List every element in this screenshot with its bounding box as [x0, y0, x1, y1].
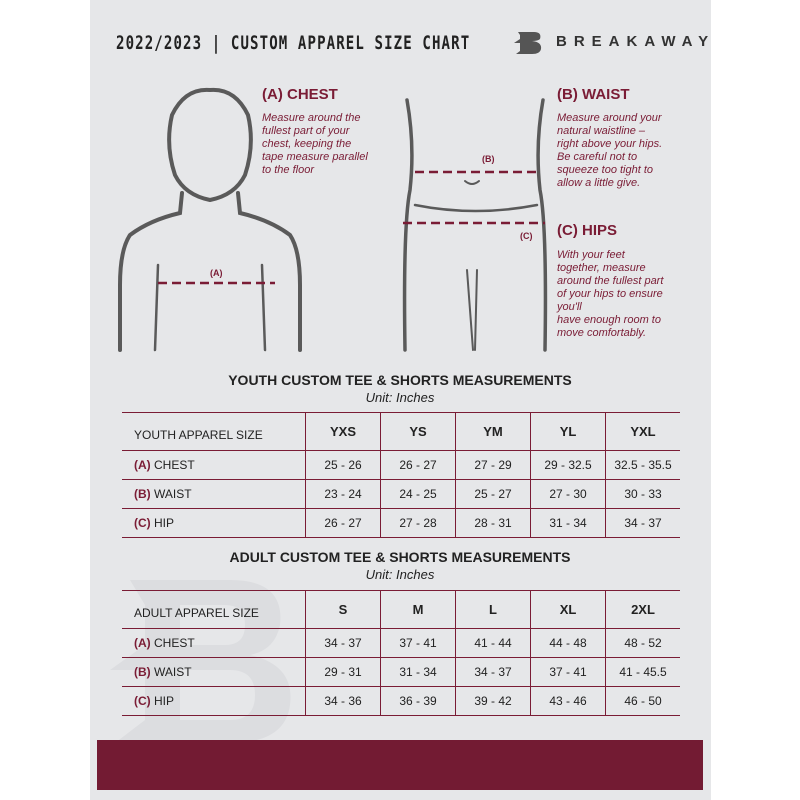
cell: 27 - 30 — [530, 479, 606, 509]
cell: 29 - 31 — [305, 657, 381, 687]
cell: 37 - 41 — [530, 657, 606, 687]
cell: 34 - 37 — [305, 628, 381, 658]
cell: 37 - 41 — [380, 628, 456, 658]
cell: 28 - 31 — [455, 508, 531, 538]
cell: 23 - 24 — [305, 479, 381, 509]
cell: 34 - 37 — [605, 508, 680, 538]
table-row: (B) WAIST 29 - 31 31 - 34 34 - 37 37 - 41 41… — [122, 657, 680, 687]
cell: 25 - 26 — [305, 450, 381, 480]
lower-body-figure — [402, 98, 548, 352]
table-row: (C) HIP 26 - 27 27 - 28 28 - 31 31 - 34 34 -… — [122, 508, 680, 538]
cell: 31 - 34 — [530, 508, 606, 538]
table-row: (B) WAIST 23 - 24 24 - 25 25 - 27 27 - 30 30… — [122, 479, 680, 509]
cell: 25 - 27 — [455, 479, 531, 509]
cell: 44 - 48 — [530, 628, 606, 658]
cell: 41 - 45.5 — [605, 657, 680, 687]
cell: 43 - 46 — [530, 686, 606, 716]
hips-line-label: (C) — [520, 231, 533, 241]
cell: 30 - 33 — [605, 479, 680, 509]
cell: 48 - 52 — [605, 628, 680, 658]
size-column: XL — [530, 590, 606, 629]
table-row: (A) CHEST 25 - 26 26 - 27 27 - 29 29 - 32.5… — [122, 450, 680, 480]
cell: 46 - 50 — [605, 686, 680, 716]
youth-size-table: YOUTH APPAREL SIZE YXS YS YM YL YXL (A) … — [122, 412, 680, 538]
table-row: (A) CHEST 34 - 37 37 - 41 41 - 44 44 - 48 48… — [122, 628, 680, 658]
youth-unit: Unit: Inches — [365, 390, 435, 405]
size-column: S — [305, 590, 381, 629]
cell: 24 - 25 — [380, 479, 456, 509]
cell: 26 - 27 — [305, 508, 381, 538]
size-column: YL — [530, 412, 606, 451]
size-header: YOUTH APPAREL SIZE — [122, 412, 306, 451]
footer-band — [97, 740, 703, 790]
size-column: YS — [380, 412, 456, 451]
cell: 39 - 42 — [455, 686, 531, 716]
adult-size-table: ADULT APPAREL SIZE S M L XL 2XL (A) CHES… — [122, 590, 680, 716]
row-label: (A) CHEST — [122, 628, 306, 658]
size-header: ADULT APPAREL SIZE — [122, 590, 306, 629]
row-label: (B) WAIST — [122, 479, 306, 509]
size-column: YXL — [605, 412, 680, 451]
cell: 31 - 34 — [380, 657, 456, 687]
hips-heading: (C) HIPS — [557, 222, 617, 239]
cell: 29 - 32.5 — [530, 450, 606, 480]
size-column: YM — [455, 412, 531, 451]
table-header-row: YOUTH APPAREL SIZE YXS YS YM YL YXL — [122, 412, 680, 451]
cell: 27 - 29 — [455, 450, 531, 480]
cell: 27 - 28 — [380, 508, 456, 538]
cell: 26 - 27 — [380, 450, 456, 480]
chest-description: Measure around the fullest part of your ch… — [262, 112, 368, 176]
adult-unit: Unit: Inches — [365, 567, 435, 582]
breakaway-logo-icon — [514, 32, 542, 54]
cell: 41 - 44 — [455, 628, 531, 658]
page-title: 2022/2023 | CUSTOM APPAREL SIZE CHART — [116, 32, 471, 54]
row-label: (C) HIP — [122, 686, 306, 716]
waist-heading: (B) WAIST — [557, 86, 630, 103]
size-column: M — [380, 590, 456, 629]
row-label: (B) WAIST — [122, 657, 306, 687]
row-label: (A) CHEST — [122, 450, 306, 480]
brand-name: BREAKAWAY — [556, 33, 716, 50]
cell: 34 - 37 — [455, 657, 531, 687]
cell: 32.5 - 35.5 — [605, 450, 680, 480]
cell: 36 - 39 — [380, 686, 456, 716]
chest-heading: (A) CHEST — [262, 86, 338, 103]
size-column: 2XL — [605, 590, 680, 629]
youth-section-title: YOUTH CUSTOM TEE & SHORTS MEASUREMENTS — [228, 372, 572, 388]
upper-body-figure — [118, 87, 302, 352]
size-column: YXS — [305, 412, 381, 451]
table-header-row: ADULT APPAREL SIZE S M L XL 2XL — [122, 590, 680, 629]
chest-line-label: (A) — [210, 268, 223, 278]
cell: 34 - 36 — [305, 686, 381, 716]
hips-description: With your feet together, measure around th… — [557, 249, 664, 339]
size-column: L — [455, 590, 531, 629]
row-label: (C) HIP — [122, 508, 306, 538]
waist-line-label: (B) — [482, 154, 495, 164]
table-row: (C) HIP 34 - 36 36 - 39 39 - 42 43 - 46 46 -… — [122, 686, 680, 716]
adult-section-title: ADULT CUSTOM TEE & SHORTS MEASUREMENTS — [229, 549, 571, 565]
waist-description: Measure around your natural waistline – ri… — [557, 112, 663, 189]
